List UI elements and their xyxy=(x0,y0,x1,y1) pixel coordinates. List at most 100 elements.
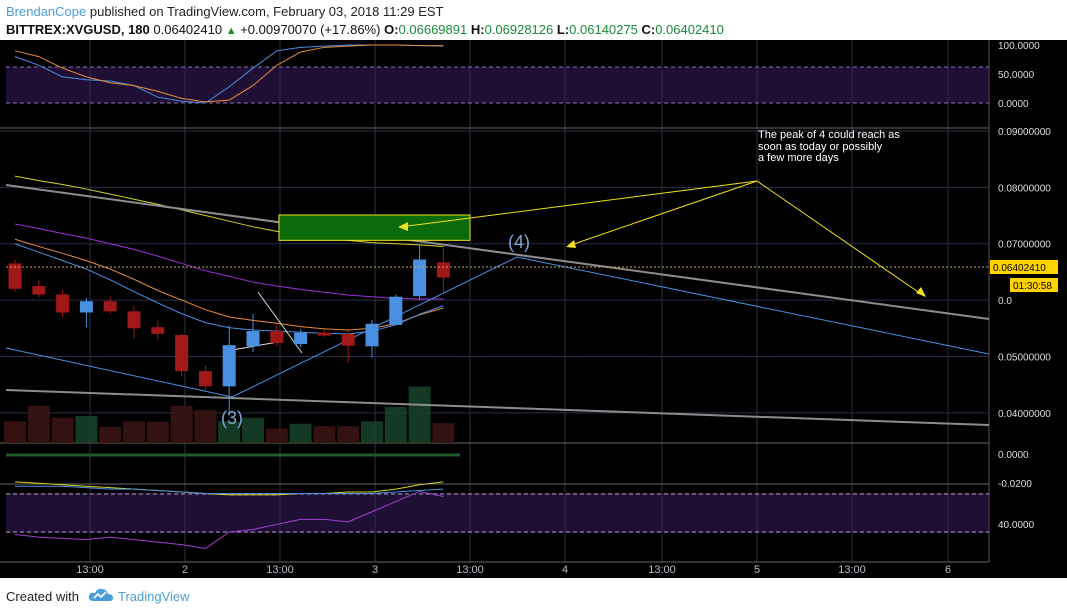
target-zone-box xyxy=(278,214,471,241)
volume-bar xyxy=(408,386,431,443)
candles xyxy=(8,244,450,416)
x-tick-label: 13:00 xyxy=(838,564,866,576)
y-tick-label: 0.04000000 xyxy=(998,409,1051,420)
symbol-line: BITTREX:XVGUSD, 180 0.06402410 ▲ +0.0097… xyxy=(6,22,724,37)
stoch-tick-label: 50.0000 xyxy=(998,70,1035,81)
volume-bar xyxy=(265,428,288,443)
candle-body xyxy=(79,301,93,313)
volume-bar xyxy=(146,422,169,443)
grid xyxy=(0,40,990,563)
price-axis: 0.04000000 0.05000000 0.07000000 0.08000000… xyxy=(998,41,1051,531)
candle-body xyxy=(222,345,236,387)
annotation-line-3: a few more days xyxy=(758,152,839,164)
volume-bar xyxy=(27,405,50,443)
timer-badge xyxy=(1010,278,1058,292)
x-tick-label: 13:00 xyxy=(266,564,294,576)
volume-bar xyxy=(51,417,74,443)
chart-canvas[interactable]: The peak of 4 could reach as soon as tod… xyxy=(0,40,1067,578)
candle-body xyxy=(389,296,403,325)
x-tick-label: 3 xyxy=(372,564,378,576)
close-label: C: xyxy=(641,22,656,37)
chart-header: BrendanCope published on TradingView.com… xyxy=(0,0,1067,40)
x-tick-label: 4 xyxy=(562,564,568,576)
candle-body xyxy=(294,332,308,345)
oscillator-lines xyxy=(14,481,444,549)
candle-body xyxy=(341,333,355,346)
rsi-line xyxy=(14,490,444,549)
x-tick-label: 13:00 xyxy=(648,564,676,576)
upper-trendline xyxy=(5,184,990,320)
arrow-to-wave4 xyxy=(567,180,758,247)
macd-tick-label: 0.0000 xyxy=(998,450,1029,461)
candle-body xyxy=(32,286,46,295)
rsi-pane xyxy=(6,493,989,533)
volume-bar xyxy=(242,417,264,443)
x-tick-label: 5 xyxy=(754,564,760,576)
volume-bar xyxy=(194,410,217,443)
tradingview-cloud-icon xyxy=(88,588,113,601)
volume-bar xyxy=(289,423,312,443)
up-triangle-icon: ▲ xyxy=(225,25,237,37)
candle-body xyxy=(436,262,450,278)
created-with-text: Created with xyxy=(6,589,79,604)
volume-bar xyxy=(218,421,241,443)
timer-badge-text: 01:30:58 xyxy=(1013,281,1052,292)
high-label: H: xyxy=(470,22,485,37)
author-link[interactable]: BrendanCope xyxy=(6,4,87,19)
low-value: 0.06140275 xyxy=(569,22,638,37)
candle-body xyxy=(317,332,331,336)
candle-body xyxy=(198,371,212,387)
y-tick-label: 0.08000000 xyxy=(998,183,1051,194)
volume-bars xyxy=(4,386,455,443)
arrow-head-zone xyxy=(398,222,408,231)
candle-body xyxy=(151,327,165,334)
volume-bar xyxy=(361,421,383,443)
volume-bar xyxy=(432,423,455,443)
arrow-head-decline xyxy=(916,287,926,297)
target-zone[interactable] xyxy=(278,214,471,241)
close-value: 0.06402410 xyxy=(655,22,724,37)
lower-trendline xyxy=(5,389,990,426)
x-tick-label: 2 xyxy=(182,564,188,576)
y-tick-label: 0.0 xyxy=(998,296,1012,307)
rsi-tick-label: 40.0000 xyxy=(998,520,1035,531)
symbol-label: BITTREX:XVGUSD, 180 xyxy=(6,22,150,37)
volume-bar xyxy=(4,421,26,443)
price-change: +0.00970070 (+17.86%) xyxy=(240,22,381,37)
candle-body xyxy=(56,294,70,313)
volume-bar xyxy=(384,407,407,443)
volume-bar xyxy=(313,426,336,443)
price-badges: 0.06402410 01:30:58 xyxy=(990,260,1058,292)
stoch-tick-label: 100.0000 xyxy=(998,41,1040,52)
macd-line xyxy=(14,481,444,496)
high-value: 0.06928126 xyxy=(484,22,554,37)
stoch-tick-label: 0.0000 xyxy=(998,99,1029,110)
chart-background xyxy=(0,40,1067,578)
stoch-band xyxy=(6,67,989,103)
tradingview-brand[interactable]: TradingView xyxy=(118,589,190,604)
candle-body xyxy=(270,331,284,343)
candle-body xyxy=(246,331,260,347)
candle-body xyxy=(103,301,117,312)
annotation-line-2: soon as today or possibly xyxy=(758,141,883,153)
annotation-line-1: The peak of 4 could reach as xyxy=(758,129,900,141)
moving-average-line xyxy=(14,223,444,300)
wave-3-label: (3) xyxy=(221,408,243,428)
y-tick-label: 0.07000000 xyxy=(998,240,1051,251)
volume-bar xyxy=(99,426,122,443)
x-tick-label: 13:00 xyxy=(456,564,484,576)
annotations: The peak of 4 could reach as soon as tod… xyxy=(6,129,989,428)
stoch-line xyxy=(14,44,444,103)
candle-body xyxy=(175,335,189,372)
candle-body xyxy=(8,263,22,289)
low-label: L: xyxy=(556,22,570,37)
volume-bar xyxy=(170,405,193,443)
last-price-badge-text: 0.06402410 xyxy=(993,263,1046,274)
macd-line xyxy=(15,485,444,494)
open-label: O: xyxy=(384,22,399,37)
x-tick-label: 6 xyxy=(945,564,951,576)
arrow-to-zone xyxy=(399,180,758,228)
wave-4-label: (4) xyxy=(508,232,530,252)
footer: Created with TradingView xyxy=(0,578,1067,614)
candle-body xyxy=(413,259,427,297)
